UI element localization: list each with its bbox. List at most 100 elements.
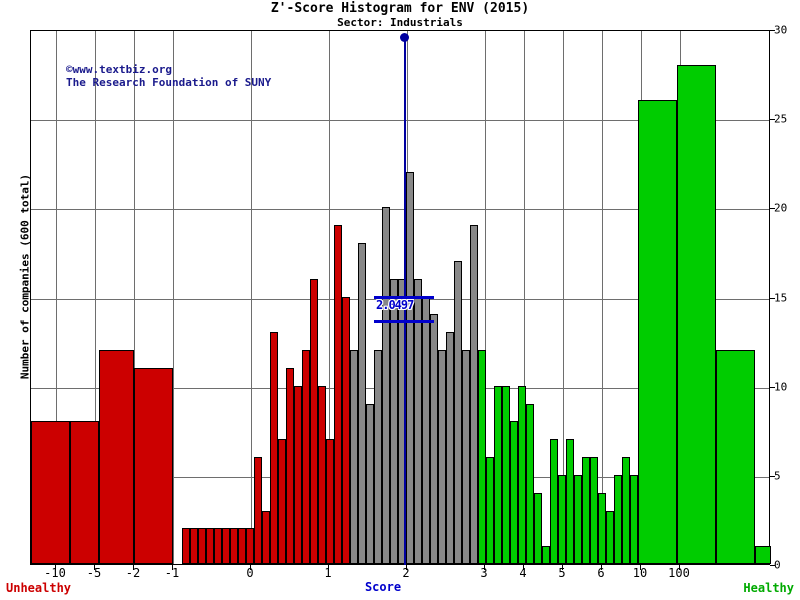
- x-axis-tick-label: 100: [668, 566, 690, 580]
- histogram-bar: [278, 439, 286, 564]
- x-axis-tick-label: 4: [519, 566, 527, 580]
- histogram-bar: [99, 350, 134, 564]
- x-axis-tick-label: 6: [597, 566, 605, 580]
- x-axis-tick-mark: [679, 565, 680, 570]
- x-axis-tick-mark: [94, 565, 95, 570]
- x-axis-tick-label: 10: [632, 566, 648, 580]
- x-axis-tick-mark: [328, 565, 329, 570]
- x-axis-tick-mark: [172, 565, 173, 570]
- histogram-bar: [677, 64, 716, 564]
- y-axis-label: Number of companies (600 total): [18, 173, 32, 380]
- histogram-bar: [310, 278, 318, 564]
- x-axis-tick-label: 2: [402, 566, 410, 580]
- histogram-bar: [254, 457, 262, 564]
- gridline-vertical: [524, 31, 525, 564]
- histogram-bar: [326, 439, 334, 564]
- histogram-bar: [302, 350, 310, 564]
- histogram-bar: [294, 385, 302, 564]
- histogram-bar: [342, 296, 350, 564]
- histogram-bar: [606, 510, 614, 564]
- score-marker-bracket-top: [374, 296, 434, 299]
- gridline-vertical: [134, 31, 135, 564]
- histogram-bar: [374, 350, 382, 564]
- x-axis-tick-mark: [640, 565, 641, 570]
- histogram-bar: [534, 492, 542, 564]
- histogram-bar: [478, 350, 486, 564]
- y-axis-tick-label: 25: [774, 112, 788, 126]
- x-axis-tick-label: 5: [558, 566, 566, 580]
- histogram-bar: [358, 243, 366, 564]
- histogram-bar: [462, 350, 470, 564]
- y-axis-tick-mark: [770, 297, 775, 299]
- histogram-bar: [182, 528, 190, 564]
- gridline-vertical: [56, 31, 57, 564]
- histogram-bar: [502, 385, 510, 564]
- histogram-bar: [238, 528, 246, 564]
- histogram-bar: [590, 457, 598, 564]
- histogram-bar: [526, 403, 534, 564]
- unhealthy-zone-label: Unhealthy: [6, 581, 72, 595]
- histogram-bar: [134, 367, 173, 564]
- x-axis-tick-label: -2: [125, 566, 141, 580]
- score-marker-dot: [400, 33, 409, 42]
- histogram-bar: [446, 332, 454, 564]
- x-axis-tick-label: 0: [246, 566, 254, 580]
- histogram-bar: [558, 474, 566, 564]
- histogram-bar: [614, 474, 622, 564]
- histogram-bar: [638, 100, 677, 564]
- histogram-bar: [518, 385, 526, 564]
- histogram-bar: [598, 492, 606, 564]
- histogram-bar: [318, 385, 326, 564]
- x-axis-tick-mark: [406, 565, 407, 570]
- histogram-bar: [366, 403, 374, 564]
- y-axis-tick-mark: [770, 30, 775, 31]
- x-axis-tick-mark: [562, 565, 563, 570]
- histogram-bar: [382, 207, 390, 564]
- histogram-bar: [454, 260, 462, 564]
- x-axis-tick-mark: [523, 565, 524, 570]
- histogram-bar: [70, 421, 99, 564]
- gridline-vertical: [173, 31, 174, 564]
- histogram-bar: [550, 439, 558, 564]
- histogram-bar: [246, 528, 254, 564]
- histogram-bar: [422, 296, 430, 564]
- watermark-line-1: ©www.textbiz.org: [66, 63, 172, 76]
- histogram-bar: [222, 528, 230, 564]
- histogram-bar: [406, 171, 414, 564]
- histogram-bar: [334, 225, 342, 564]
- x-axis-label: Score: [364, 580, 402, 594]
- histogram-bar: [414, 278, 422, 564]
- histogram-bar: [262, 510, 270, 564]
- histogram-bar: [566, 439, 574, 564]
- histogram-bar: [542, 546, 550, 564]
- histogram-bar: [582, 457, 590, 564]
- histogram-bar: [494, 385, 502, 564]
- histogram-bar: [716, 350, 755, 564]
- y-axis-tick-label: 0: [774, 558, 781, 572]
- histogram-bar: [470, 225, 478, 564]
- gridline-horizontal: [31, 120, 769, 122]
- histogram-bar: [350, 350, 358, 564]
- histogram-bar: [430, 314, 438, 564]
- y-axis-tick-mark: [770, 475, 775, 477]
- histogram-bar: [230, 528, 238, 564]
- histogram-bar: [31, 421, 70, 564]
- chart-title: Z'-Score Histogram for ENV (2015): [270, 1, 530, 16]
- y-axis-tick-label: 30: [774, 23, 788, 37]
- chart-subtitle: Sector: Industrials: [337, 16, 463, 29]
- x-axis-tick-mark: [55, 565, 56, 570]
- x-axis-tick-mark: [601, 565, 602, 570]
- x-axis-tick-mark: [133, 565, 134, 570]
- score-marker-label: 2.0497: [376, 298, 414, 312]
- y-axis-tick-label: 10: [774, 380, 788, 394]
- histogram-bar: [270, 332, 278, 564]
- x-axis-tick-mark: [250, 565, 251, 570]
- x-axis-tick-mark: [484, 565, 485, 570]
- plot-area: ©www.textbiz.org The Research Foundation…: [30, 30, 771, 565]
- y-axis-tick-label: 15: [774, 291, 788, 304]
- y-axis-tick-label: 20: [774, 201, 788, 215]
- gridline-vertical: [602, 31, 603, 564]
- score-marker-line: [404, 37, 406, 565]
- y-axis-tick-mark: [770, 565, 775, 566]
